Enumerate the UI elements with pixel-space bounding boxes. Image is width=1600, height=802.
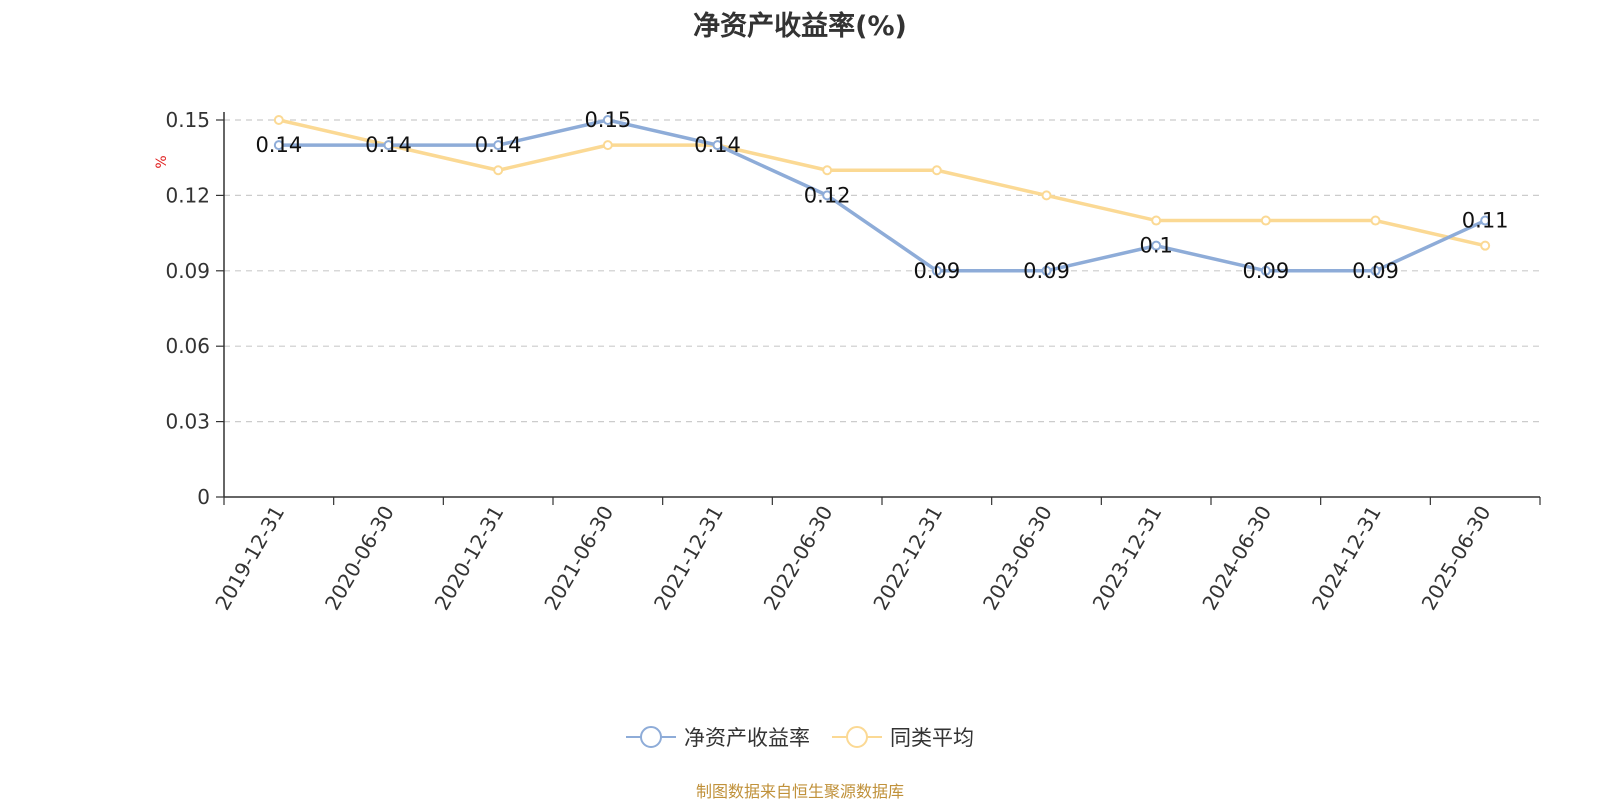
data-label: 0.09 [1352, 259, 1399, 283]
y-tick-label: 0.03 [165, 410, 210, 434]
legend-item[interactable]: 净资产收益率 [626, 722, 810, 752]
series-lines [273, 115, 1491, 276]
data-point [712, 140, 723, 151]
x-tick-label: 2025-06-30 [1417, 502, 1496, 615]
legend-label: 同类平均 [890, 726, 974, 750]
data-label: 0.09 [913, 259, 960, 283]
data-point [273, 115, 284, 125]
data-point [822, 190, 833, 201]
data-point [1151, 215, 1162, 226]
x-tick-label: 2020-06-30 [320, 502, 399, 615]
data-label: 0.12 [804, 183, 851, 207]
legend-circle [846, 726, 868, 748]
x-tick-label: 2019-12-31 [210, 502, 289, 615]
data-label: 0.14 [255, 133, 302, 157]
data-point [602, 140, 613, 151]
y-tick-label: 0.15 [165, 108, 210, 132]
data-point [602, 115, 613, 125]
data-point [931, 165, 942, 176]
legend: 净资产收益率 同类平均 [0, 722, 1600, 752]
data-label: 0.09 [1023, 259, 1070, 283]
legend-marker-icon [832, 726, 882, 748]
data-point [1480, 215, 1491, 226]
data-point [493, 165, 504, 176]
legend-item[interactable]: 同类平均 [832, 722, 974, 752]
data-point [1041, 265, 1052, 276]
x-tick-label: 2020-12-31 [430, 501, 509, 614]
x-tick-label: 2022-12-31 [868, 501, 947, 614]
data-point [1151, 240, 1162, 251]
data-label: 0.14 [475, 133, 522, 157]
data-point [493, 140, 504, 151]
series-line [278, 118, 1486, 273]
data-point [1480, 240, 1491, 251]
data-labels: 0.14 0.14 0.14 0.15 0.14 0.12 0.09 0.09 0.1 0.09 0… [255, 108, 1508, 283]
series-line [278, 118, 1486, 248]
data-point [1370, 215, 1381, 226]
data-label: 0.09 [1242, 259, 1289, 283]
legend-circle [640, 726, 662, 748]
data-label: 0.14 [365, 133, 412, 157]
data-label: 0.15 [584, 108, 631, 132]
x-tick-label: 2021-12-31 [649, 502, 728, 615]
data-point [1260, 215, 1271, 226]
y-tick-label: 0 [197, 485, 210, 509]
data-point [1370, 265, 1381, 276]
x-tick-label: 2022-06-30 [759, 502, 838, 615]
data-label: 0.14 [694, 133, 741, 157]
data-point [273, 140, 284, 151]
chart-title: 净资产收益率(%) [693, 11, 907, 42]
data-point [1041, 190, 1052, 201]
data-point [931, 265, 942, 276]
y-tick-label: 0.12 [165, 183, 210, 207]
data-point [383, 140, 394, 151]
x-tick-label: 2023-12-31 [1088, 502, 1167, 615]
y-tick-label: 0.09 [165, 259, 210, 283]
data-label: 0.1 [1139, 234, 1172, 258]
x-tick-label: 2024-12-31 [1307, 502, 1386, 615]
x-tick-label: 2021-06-30 [539, 502, 618, 615]
x-tick-label: 2023-06-30 [978, 502, 1057, 615]
data-point [1260, 265, 1271, 276]
data-label: 0.11 [1462, 209, 1509, 233]
axes: 0 0.03 0.06 0.09 0.12 0.15 2019-12-31 2020-06-3… [165, 108, 1541, 615]
legend-label: 净资产收益率 [684, 726, 810, 750]
data-point [822, 165, 833, 176]
legend-marker-icon [626, 726, 676, 748]
source-note: 制图数据来自恒生聚源数据库 [695, 782, 904, 801]
y-axis-label: % [154, 155, 170, 168]
x-tick-label: 2024-06-30 [1197, 502, 1276, 615]
y-tick-label: 0.06 [165, 334, 210, 358]
